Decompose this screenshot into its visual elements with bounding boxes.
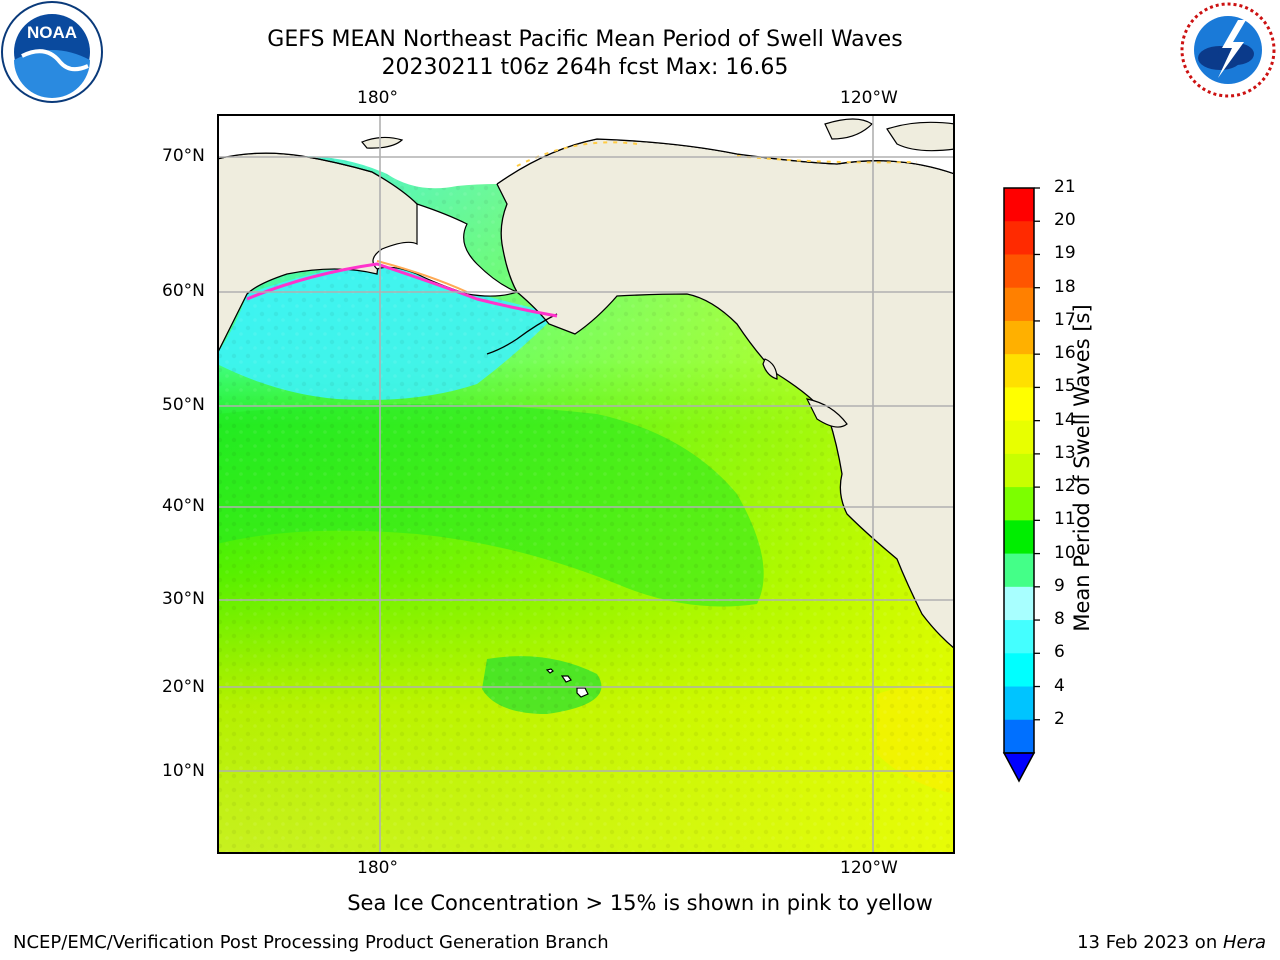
colorbar-segment [1004,553,1034,588]
lon-label-bottom-120w: 120°W [840,858,898,878]
colorbar-tick-label: 15 [1054,376,1076,397]
lat-label-70n: 70°N [162,146,205,166]
colorbar-label: Mean Period of Swell Waves [s] [1070,304,1094,632]
colorbar-tick-label: 21 [1054,177,1076,197]
lat-label-30n: 30°N [162,589,205,609]
sea-ice-note: Sea Ice Concentration > 15% is shown in … [347,891,933,915]
colorbar-segment [1004,188,1034,222]
noaa-logo: NOAA [1,1,103,103]
colorbar-segment [1004,354,1034,388]
chart-subtitle: 20230211 t06z 264h fcst Max: 16.65 [381,55,789,80]
colorbar-tick-label: 18 [1054,276,1076,297]
arctic-ocean-white [217,114,955,189]
colorbar-segment [1004,387,1034,422]
arctic-coast-west [217,152,373,173]
colorbar-tick-label: 11 [1054,509,1076,530]
arctic-coast-east [496,138,955,185]
colorbar-tick-label: 17 [1054,309,1076,330]
footer-machine: Hera [1222,932,1266,953]
island-arctic-1 [824,118,873,140]
colorbar-segment [1004,287,1034,322]
colorbar-tick-label: 19 [1054,243,1076,264]
colorbar-tick-label: 9 [1054,575,1065,596]
colorbar [1002,187,1040,783]
lat-label-20n: 20°N [162,677,205,697]
colorbar-tick-label: 20 [1054,210,1076,231]
colorbar-tick-label: 14 [1054,409,1076,430]
colorbar-segment [1004,719,1034,754]
colorbar-segment [1004,420,1034,455]
sea-ice-edge-orange [376,260,468,293]
colorbar-tick-label: 8 [1054,609,1065,630]
colorbar-segment [1004,620,1034,654]
colorbar-segment [1004,653,1034,688]
colorbar-tick-label: 16 [1054,343,1076,364]
lon-label-bottom-180: 180° [357,858,398,878]
colorbar-segment [1004,520,1034,555]
island-haida-gwaii [762,358,778,380]
colorbar-tick-label: 12 [1054,476,1076,497]
colorbar-tick-label: 10 [1054,542,1076,563]
lon-label-top-120w: 120°W [840,88,898,108]
colorbar-extend-arrow [1002,752,1036,783]
sea-ice-arctic [516,141,918,167]
footer-right: 13 Feb 2023 on Hera [1077,932,1266,953]
colorbar-segment [1004,686,1034,721]
island-wrangel [361,136,404,149]
colorbar-segment [1004,320,1034,355]
islands-hawaii [545,668,589,698]
colorbar-tick-label: 6 [1054,642,1065,663]
sea-ice-edge-pink [246,262,558,318]
lat-label-40n: 40°N [162,496,205,516]
colorbar-segment [1004,221,1034,255]
colorbar-tick-label: 13 [1054,442,1076,463]
colorbar-frame [1003,187,1035,754]
colorbar-segment [1004,453,1034,488]
lat-label-50n: 50°N [162,395,205,415]
graticule [217,114,955,854]
nws-logo [1180,2,1276,98]
svg-text:NOAA: NOAA [27,23,77,42]
colorbar-segment [1004,586,1034,621]
land-alaska-peninsula [486,313,558,355]
lat-label-10n: 10°N [162,761,205,781]
footer-date: 13 Feb 2023 on [1077,932,1223,953]
chart-title: GEFS MEAN Northeast Pacific Mean Period … [267,27,903,52]
footer-left: NCEP/EMC/Verification Post Processing Pr… [13,932,609,953]
map-frame [217,114,955,854]
lat-label-60n: 60°N [162,281,205,301]
colorbar-tick-label: 2 [1054,708,1065,729]
island-arctic-2 [886,121,955,152]
colorbar-tick-label: 4 [1054,675,1065,696]
lon-label-top-180: 180° [357,88,398,108]
map-panel [217,114,955,854]
colorbar-segment [1004,487,1034,521]
colorbar-segment [1004,254,1034,289]
